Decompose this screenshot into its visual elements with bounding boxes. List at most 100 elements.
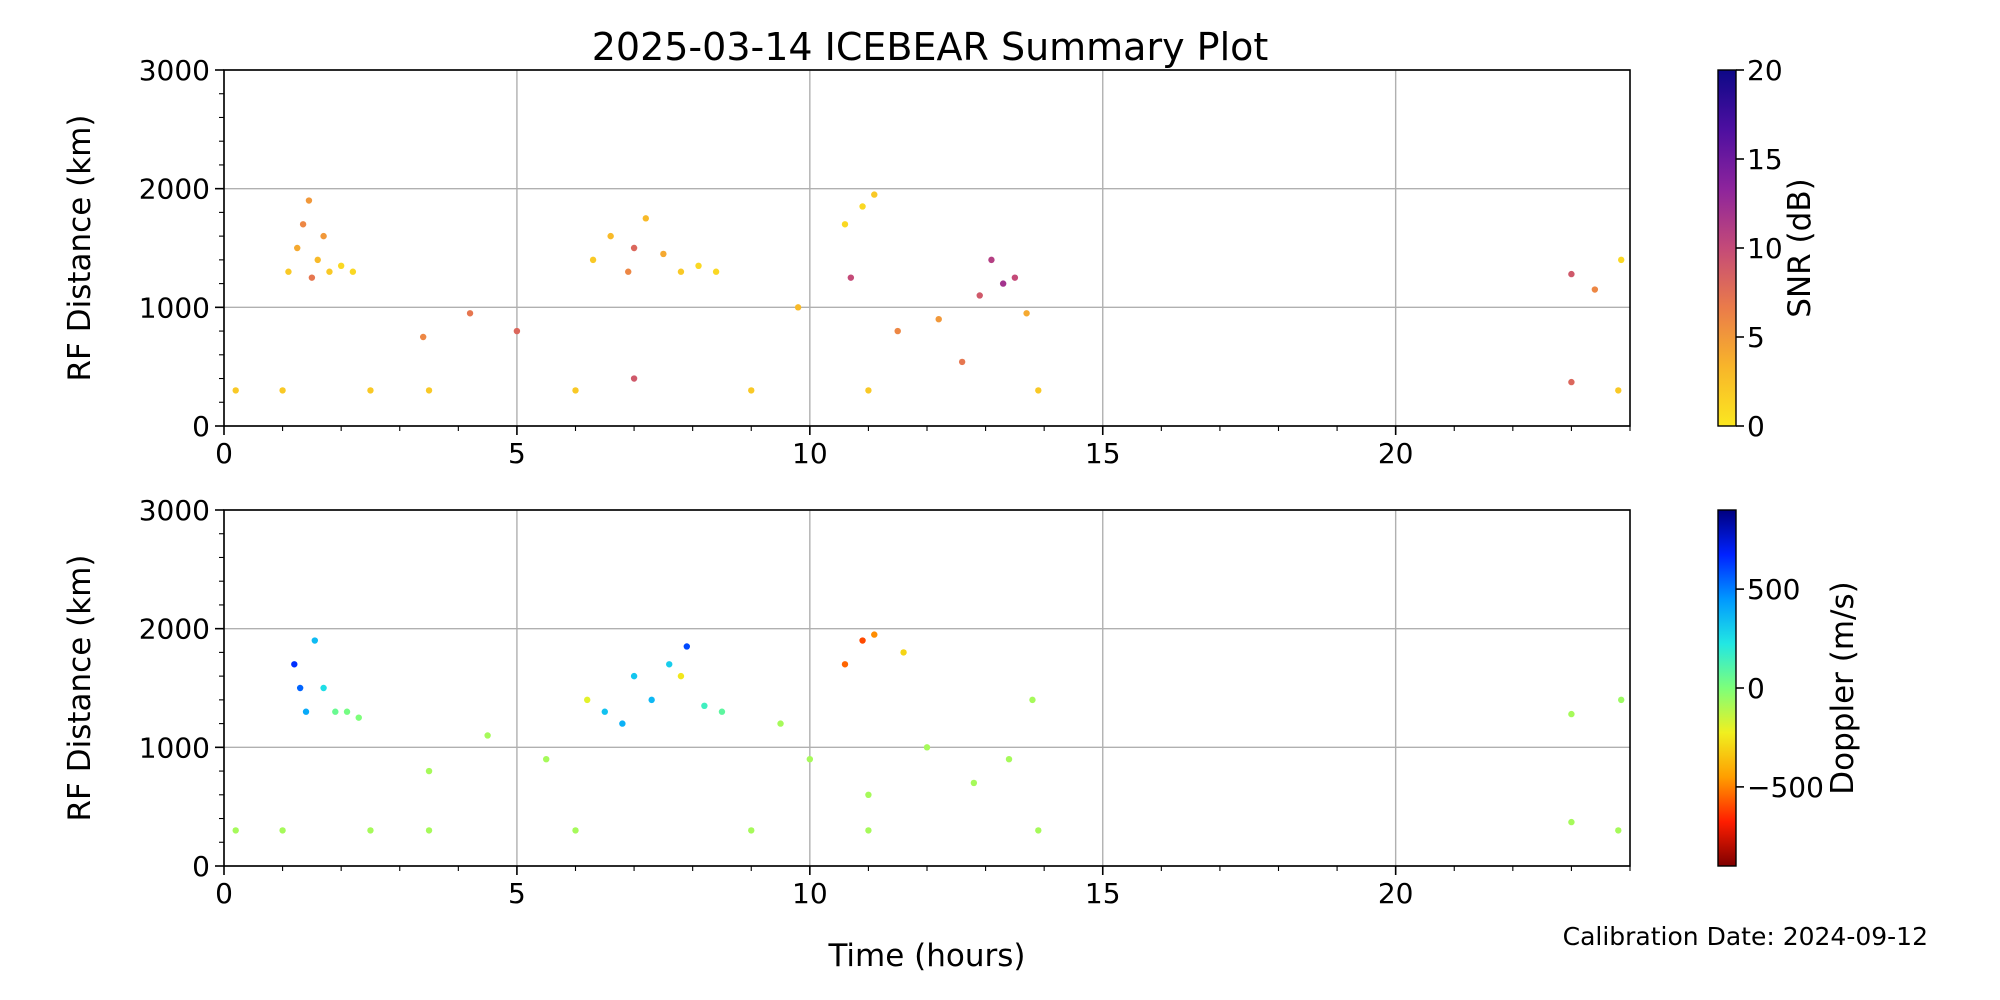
snr-colorbar-tick-label: 5 bbox=[1747, 321, 1765, 354]
doppler-data-point bbox=[1615, 827, 1622, 834]
snr-data-point bbox=[935, 316, 942, 323]
snr-colorbar-tick-label: 15 bbox=[1747, 143, 1783, 176]
doppler-data-point bbox=[302, 708, 310, 715]
doppler-points bbox=[232, 631, 1625, 834]
doppler-data-point bbox=[718, 708, 726, 715]
snr-data-point bbox=[320, 232, 327, 240]
calibration-date: Calibration Date: 2024-09-12 bbox=[1563, 922, 1928, 951]
doppler-data-point bbox=[923, 744, 931, 751]
snr-xtick-label: 10 bbox=[792, 437, 828, 470]
doppler-xtick-label: 0 bbox=[215, 877, 233, 910]
doppler-ylabel: RF Distance (km) bbox=[62, 555, 98, 822]
doppler-data-point bbox=[865, 791, 872, 798]
doppler-colorbar-fill bbox=[1717, 509, 1737, 867]
snr-panel: 0 5 10 15 20 0 1000 2000 3000 RF Distance (km) bbox=[62, 54, 1631, 470]
doppler-data-point bbox=[291, 661, 298, 668]
doppler-data-point bbox=[1568, 818, 1575, 826]
doppler-data-point bbox=[871, 631, 878, 638]
snr-data-point bbox=[419, 333, 427, 341]
doppler-ytick-label: 3000 bbox=[139, 494, 210, 527]
snr-data-point bbox=[630, 244, 638, 252]
doppler-xtick-label: 15 bbox=[1085, 877, 1121, 910]
doppler-data-point bbox=[900, 649, 907, 656]
doppler-data-point bbox=[777, 720, 784, 727]
doppler-data-point bbox=[701, 702, 708, 709]
doppler-data-point bbox=[630, 672, 638, 680]
doppler-xtick-label: 10 bbox=[792, 877, 828, 910]
snr-data-point bbox=[1591, 286, 1599, 293]
doppler-data-point bbox=[1618, 696, 1625, 704]
snr-data-point bbox=[841, 221, 849, 228]
snr-data-point bbox=[308, 274, 316, 281]
doppler-colorbar-label: Doppler (m/s) bbox=[1825, 581, 1861, 794]
snr-data-point bbox=[294, 244, 301, 252]
snr-grid bbox=[223, 69, 1630, 427]
snr-xtick-label: 0 bbox=[215, 437, 233, 470]
doppler-data-point bbox=[232, 827, 239, 834]
doppler-data-point bbox=[484, 732, 491, 739]
snr-ytick-label: 0 bbox=[192, 410, 210, 443]
doppler-colorbar-tick-label: 0 bbox=[1747, 672, 1765, 705]
doppler-grid bbox=[223, 509, 1630, 867]
doppler-colorbar-tick-label: 500 bbox=[1747, 573, 1800, 606]
doppler-data-point bbox=[865, 827, 872, 834]
doppler-plot-frame bbox=[223, 509, 1631, 867]
snr-data-point bbox=[326, 268, 333, 275]
snr-data-point bbox=[349, 268, 357, 275]
snr-data-point bbox=[642, 215, 649, 222]
snr-data-point bbox=[425, 387, 433, 394]
doppler-data-point bbox=[648, 696, 655, 704]
snr-data-point bbox=[976, 292, 983, 299]
snr-data-point bbox=[847, 274, 855, 281]
snr-data-point bbox=[1618, 256, 1625, 264]
doppler-data-point bbox=[296, 684, 304, 692]
doppler-data-point bbox=[683, 643, 691, 650]
doppler-data-point bbox=[970, 779, 978, 787]
doppler-panel: 0 5 10 15 20 0 1000 2000 3000 RF Distance (km) bbox=[62, 494, 1631, 910]
doppler-data-point bbox=[1029, 696, 1036, 704]
doppler-data-point bbox=[1035, 827, 1042, 834]
snr-data-point bbox=[607, 232, 614, 240]
doppler-data-point bbox=[1568, 710, 1575, 718]
doppler-data-point bbox=[355, 714, 362, 721]
doppler-colorbar-ticks: −500 0 500 bbox=[1736, 573, 1824, 804]
doppler-data-point bbox=[806, 756, 814, 763]
snr-data-point bbox=[285, 268, 292, 275]
snr-data-point bbox=[1035, 387, 1042, 394]
snr-data-point bbox=[337, 262, 345, 269]
doppler-ticks: 0 5 10 15 20 0 1000 2000 3000 bbox=[139, 494, 1631, 910]
snr-data-point bbox=[871, 191, 878, 198]
snr-data-point bbox=[1011, 274, 1019, 281]
snr-data-point bbox=[865, 387, 872, 394]
snr-xtick-label: 15 bbox=[1085, 437, 1121, 470]
snr-colorbar-fill bbox=[1717, 69, 1737, 427]
snr-data-point bbox=[279, 387, 286, 394]
doppler-data-point bbox=[601, 708, 608, 715]
doppler-data-point bbox=[425, 767, 433, 775]
snr-colorbar: 0 5 10 15 20 SNR (dB) bbox=[1717, 54, 1818, 443]
snr-data-point bbox=[958, 358, 966, 366]
snr-ytick-label: 2000 bbox=[139, 173, 210, 206]
snr-data-point bbox=[695, 262, 702, 269]
doppler-data-point bbox=[748, 827, 755, 834]
doppler-data-point bbox=[279, 827, 286, 834]
snr-data-point bbox=[630, 375, 638, 382]
doppler-data-point bbox=[425, 827, 433, 834]
snr-xtick-label: 20 bbox=[1378, 437, 1414, 470]
snr-data-point bbox=[513, 327, 521, 335]
x-axis-label: Time (hours) bbox=[827, 938, 1025, 974]
doppler-data-point bbox=[343, 708, 351, 715]
snr-data-point bbox=[299, 221, 307, 228]
doppler-data-point bbox=[619, 720, 626, 727]
doppler-data-point bbox=[584, 696, 591, 704]
doppler-colorbar: −500 0 500 Doppler (m/s) bbox=[1717, 509, 1861, 867]
doppler-colorbar-tick-label: −500 bbox=[1747, 771, 1824, 804]
snr-plot-frame bbox=[223, 69, 1631, 427]
doppler-data-point bbox=[572, 827, 579, 834]
figure-title: 2025-03-14 ICEBEAR Summary Plot bbox=[592, 25, 1269, 69]
snr-ticks: 0 5 10 15 20 0 1000 2000 3000 bbox=[139, 54, 1631, 470]
doppler-data-point bbox=[332, 708, 339, 715]
doppler-data-point bbox=[311, 637, 319, 644]
snr-ytick-label: 1000 bbox=[139, 291, 210, 324]
